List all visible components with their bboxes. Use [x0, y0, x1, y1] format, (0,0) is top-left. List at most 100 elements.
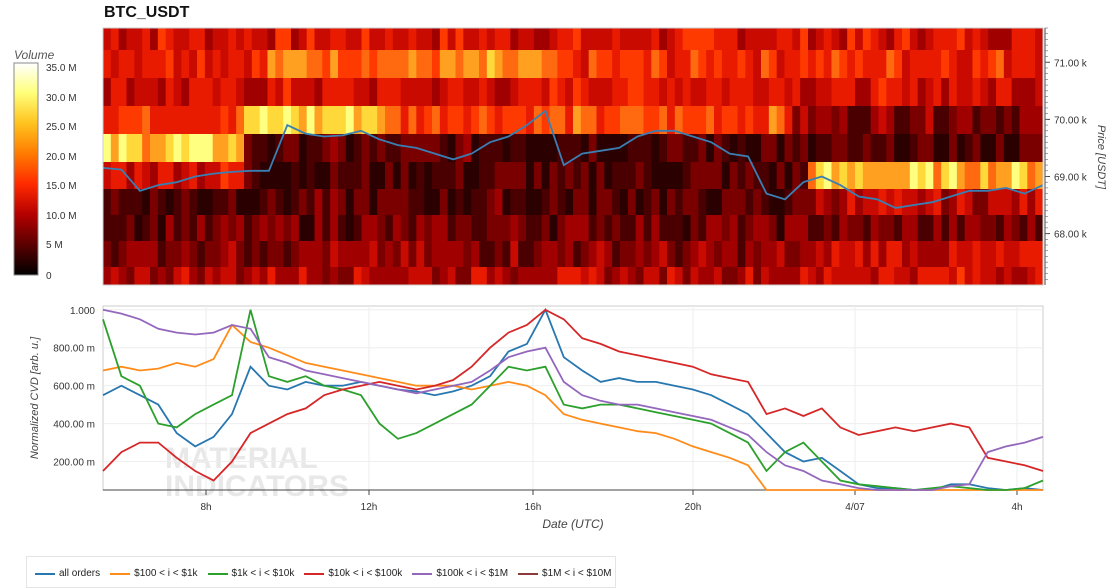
- heatmap-cell: [949, 106, 958, 134]
- heatmap-cell: [338, 215, 347, 241]
- heatmap-cell: [1003, 162, 1013, 189]
- heatmap-cell: [181, 28, 190, 50]
- heatmap-cell: [471, 162, 480, 189]
- heatmap-cell: [768, 28, 778, 50]
- legend-item[interactable]: $100 < i < $1k: [110, 568, 198, 579]
- heatmap-cell: [573, 241, 582, 267]
- heatmap-cell: [228, 106, 237, 134]
- watermark-line-2: INDICATORS: [165, 470, 349, 503]
- heatmap-cell: [909, 78, 919, 106]
- heatmap-cell: [1035, 134, 1044, 162]
- heatmap-cell: [972, 134, 981, 162]
- heatmap-cell: [996, 134, 1005, 162]
- heatmap-cell: [956, 106, 966, 134]
- heatmap-cell: [189, 78, 198, 106]
- heatmap-cell: [103, 189, 112, 215]
- legend-item[interactable]: $1k < i < $10k: [207, 568, 294, 579]
- heatmap-cell: [643, 28, 652, 50]
- heatmap-cell: [385, 78, 394, 106]
- heatmap-cell: [377, 189, 386, 215]
- heatmap-cell: [878, 241, 887, 267]
- heatmap-cell: [173, 162, 182, 189]
- heatmap-cell: [283, 106, 292, 134]
- heatmap-cell: [283, 162, 292, 189]
- heatmap-cell: [667, 267, 676, 285]
- heatmap-cell: [729, 106, 738, 134]
- heatmap-cell: [400, 78, 409, 106]
- heatmap-cell: [839, 162, 848, 189]
- heatmap-cell: [189, 241, 198, 267]
- heatmap-cell: [275, 162, 284, 189]
- heatmap-cell: [706, 106, 715, 134]
- heatmap-cell: [251, 50, 261, 78]
- heatmap-cell: [996, 215, 1005, 241]
- heatmap-cell: [580, 162, 590, 189]
- heatmap-cell: [134, 189, 143, 215]
- heatmap-cell: [479, 50, 488, 78]
- heatmap-cell: [150, 162, 159, 189]
- heatmap-cell: [996, 78, 1005, 106]
- heatmap-cell: [596, 241, 605, 267]
- heatmap-cell: [792, 134, 801, 162]
- heatmap-cell: [776, 162, 785, 189]
- legend-item[interactable]: all orders: [35, 568, 100, 579]
- heatmap-cell: [1003, 28, 1013, 50]
- heatmap-cell: [988, 106, 997, 134]
- cvd-y-tick-label: 200.00 m: [53, 458, 95, 469]
- heatmap-cell: [1027, 50, 1036, 78]
- heatmap-cell: [518, 134, 527, 162]
- heatmap-cell: [815, 162, 825, 189]
- heatmap-cell: [110, 162, 120, 189]
- heatmap-cell: [1027, 241, 1036, 267]
- heatmap-cell: [573, 189, 582, 215]
- heatmap-cell: [996, 106, 1005, 134]
- heatmap-cell: [283, 78, 292, 106]
- heatmap-cell: [988, 162, 997, 189]
- heatmap-cell: [1003, 215, 1013, 241]
- heatmap-cell: [753, 189, 762, 215]
- legend-swatch: [518, 572, 539, 575]
- heatmap-cell: [533, 106, 543, 134]
- heatmap-cell: [298, 162, 308, 189]
- heatmap-cell: [502, 215, 511, 241]
- heatmap-cell: [322, 267, 331, 285]
- legend-item[interactable]: $100k < i < $1M: [412, 568, 508, 579]
- heatmap-cell: [941, 28, 950, 50]
- cvd-x-tick-label: 16h: [525, 502, 542, 513]
- heatmap-cell: [627, 106, 637, 134]
- heatmap-cell: [980, 267, 989, 285]
- heatmap-cell: [996, 28, 1005, 50]
- legend-item[interactable]: $10k < i < $100k: [304, 568, 402, 579]
- price-tick-label: 68.00 k: [1054, 230, 1088, 241]
- heatmap-cell: [244, 189, 253, 215]
- heatmap-cell: [698, 241, 707, 267]
- heatmap-cell: [573, 106, 582, 134]
- heatmap-cell: [800, 28, 809, 50]
- heatmap-cell: [283, 134, 292, 162]
- heatmap-cell: [941, 134, 950, 162]
- legend-item[interactable]: $1M < i < $10M: [518, 568, 612, 579]
- heatmap-cell: [800, 50, 809, 78]
- heatmap-cell: [729, 189, 738, 215]
- heatmap-cell: [463, 241, 472, 267]
- heatmap-cell: [721, 241, 731, 267]
- heatmap-cell: [267, 267, 276, 285]
- heatmap-cell: [494, 78, 503, 106]
- heatmap-cell: [800, 267, 809, 285]
- heatmap-cell: [275, 267, 284, 285]
- heatmap-cell: [510, 215, 519, 241]
- heatmap-cell: [298, 106, 308, 134]
- heatmap-cell: [620, 106, 629, 134]
- heatmap-cell: [275, 28, 284, 50]
- heatmap-cell: [189, 106, 198, 134]
- heatmap-cell: [682, 189, 691, 215]
- heatmap-cell: [361, 50, 370, 78]
- heatmap-cell: [361, 134, 370, 162]
- heatmap-cell: [604, 78, 613, 106]
- heatmap-cell: [526, 189, 535, 215]
- heatmap-cell: [902, 50, 911, 78]
- heatmap-cell: [721, 162, 731, 189]
- heatmap-cell: [996, 162, 1005, 189]
- heatmap-cell: [706, 215, 715, 241]
- heatmap-cell: [526, 78, 535, 106]
